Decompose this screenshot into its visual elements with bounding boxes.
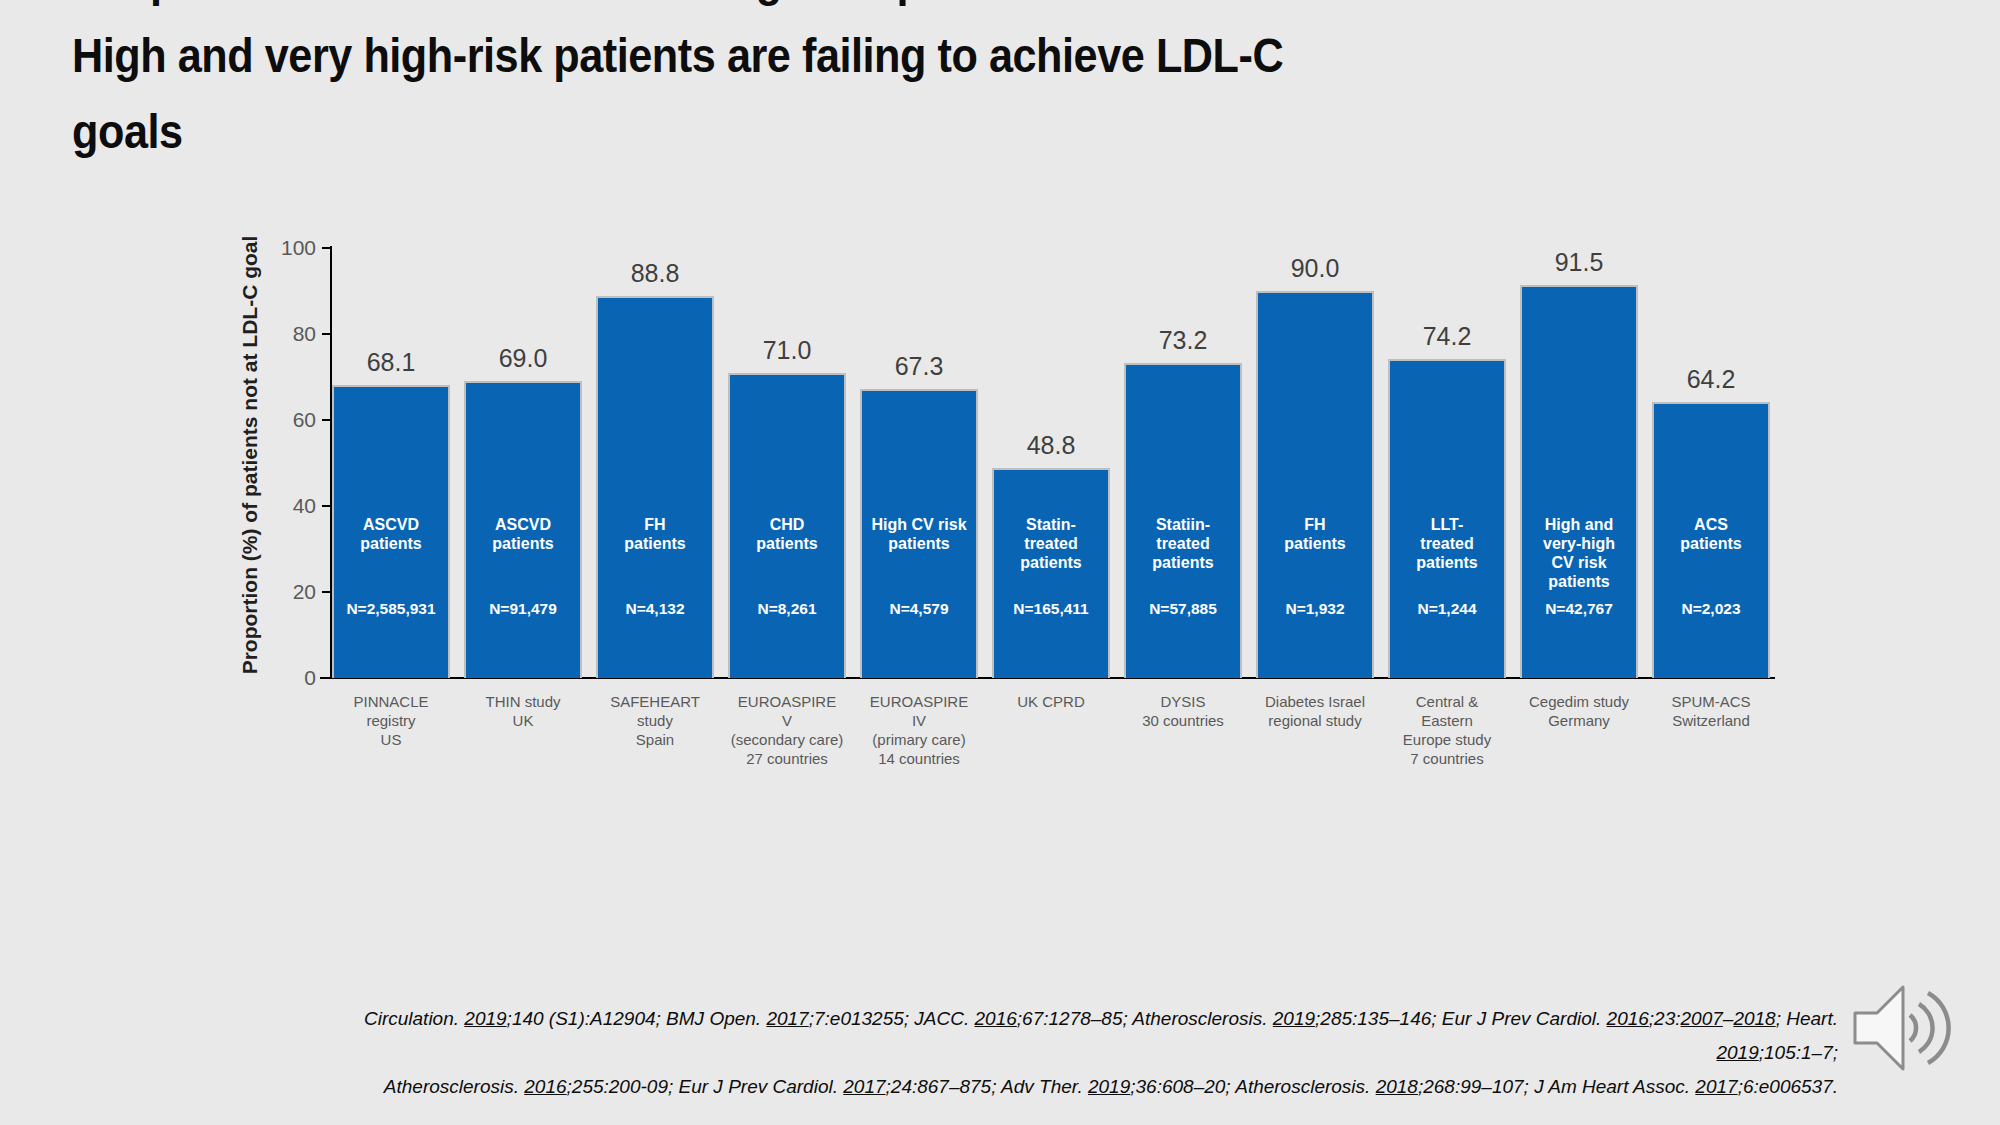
bar-chart: 68.1 ASCVD patients N=2,585,931 PINNACLE…	[332, 248, 1770, 678]
bar-n-label: N=42,767	[1514, 600, 1644, 618]
bar-column-safeheart: 88.8 FH patients N=4,132 SAFEHEART study…	[596, 248, 714, 678]
bar-group-label: High and very-high CV risk patients	[1516, 515, 1642, 591]
bar-value-label: 91.5	[1520, 248, 1638, 276]
bar-value-label: 64.2	[1652, 365, 1770, 393]
x-axis-category-label: THIN study UK	[452, 692, 594, 730]
bar	[992, 468, 1110, 678]
bar-value-label: 74.2	[1388, 322, 1506, 350]
y-tick-label: 100	[256, 237, 316, 258]
bar-column-uk-cprd: 48.8 Statin- treated patients N=165,411 …	[992, 248, 1110, 678]
bar-group-label: ASCVD patients	[460, 515, 586, 553]
bar-n-label: N=4,579	[854, 600, 984, 618]
bar-column-euroaspire-iv: 67.3 High CV risk patients N=4,579 EUROA…	[860, 248, 978, 678]
x-axis-category-label: UK CPRD	[980, 692, 1122, 711]
bar-column-central-eastern-europe: 74.2 LLT- treated patients N=1,244 Centr…	[1388, 248, 1506, 678]
bar-value-label: 48.8	[992, 431, 1110, 459]
bar-value-label: 88.8	[596, 259, 714, 287]
x-axis-category-label: Central & Eastern Europe study 7 countri…	[1376, 692, 1518, 768]
bar-group-label: CHD patients	[724, 515, 850, 553]
y-tick	[322, 333, 331, 335]
citation-line: Circulation. 2019;140 (S1):A12904; BMJ O…	[218, 1005, 1838, 1032]
x-axis-category-label: DYSIS 30 countries	[1112, 692, 1254, 730]
x-axis-category-label: EUROASPIRE V (secondary care) 27 countri…	[716, 692, 858, 768]
y-tick	[322, 505, 331, 507]
x-axis-category-label: Cegedim study Germany	[1508, 692, 1650, 730]
x-axis-category-label: PINNACLE registry US	[320, 692, 462, 749]
bar-n-label: N=4,132	[590, 600, 720, 618]
x-axis-category-label: EUROASPIRE IV (primary care) 14 countrie…	[848, 692, 990, 768]
bar-group-label: FH patients	[1252, 515, 1378, 553]
bar-group-label: LLT- treated patients	[1384, 515, 1510, 572]
bar-column-diabetes-israel: 90.0 FH patients N=1,932 Diabetes Israel…	[1256, 248, 1374, 678]
x-axis-category-label: SPUM-ACS Switzerland	[1640, 692, 1782, 730]
bar-n-label: N=1,932	[1250, 600, 1380, 618]
bar-n-label: N=165,411	[986, 600, 1116, 618]
y-tick-label: 80	[256, 323, 316, 344]
y-tick-label: 20	[256, 581, 316, 602]
bar-column-thin: 69.0 ASCVD patients N=91,479 THIN study …	[464, 248, 582, 678]
y-tick	[322, 677, 331, 679]
bar-column-euroaspire-v: 71.0 CHD patients N=8,261 EUROASPIRE V (…	[728, 248, 846, 678]
bar-n-label: N=2,585,931	[326, 600, 456, 618]
y-tick	[322, 247, 331, 249]
bar	[1520, 285, 1638, 678]
y-tick	[322, 419, 331, 421]
bar-group-label: High CV risk patients	[856, 515, 982, 553]
citation-line: 2019;105:1–7;	[218, 1039, 1838, 1066]
audio-speaker-icon[interactable]	[1843, 973, 1951, 1085]
bar-value-label: 73.2	[1124, 326, 1242, 354]
bar-n-label: N=91,479	[458, 600, 588, 618]
bar-group-label: FH patients	[592, 515, 718, 553]
x-axis-category-label: Diabetes Israel regional study	[1244, 692, 1386, 730]
slide-title: Despite efficacious LDL-C lowering thera…	[72, 0, 1692, 170]
slide: Despite efficacious LDL-C lowering thera…	[0, 0, 2000, 1125]
bar-value-label: 69.0	[464, 344, 582, 372]
bar-value-label: 90.0	[1256, 254, 1374, 282]
y-tick-label: 0	[256, 667, 316, 688]
y-tick	[322, 591, 331, 593]
bar-value-label: 68.1	[332, 348, 450, 376]
bar-n-label: N=57,885	[1118, 600, 1248, 618]
citation-line: Atherosclerosis. 2016;255:200-09; Eur J …	[218, 1073, 1838, 1100]
y-tick-label: 60	[256, 409, 316, 430]
x-axis-category-label: SAFEHEART study Spain	[584, 692, 726, 749]
bar-column-dysis: 73.2 Statiin- treated patients N=57,885 …	[1124, 248, 1242, 678]
bar-column-spum-acs: 64.2 ACS patients N=2,023 SPUM-ACS Switz…	[1652, 248, 1770, 678]
bar-group-label: ASCVD patients	[328, 515, 454, 553]
bar-n-label: N=2,023	[1646, 600, 1776, 618]
bar	[596, 296, 714, 678]
y-tick-label: 40	[256, 495, 316, 516]
bar-column-cegedim: 91.5 High and very-high CV risk patients…	[1520, 248, 1638, 678]
bar-group-label: ACS patients	[1648, 515, 1774, 553]
y-axis-label: Proportion (%) of patients not at LDL-C …	[238, 236, 262, 675]
bar-group-label: Statin- treated patients	[988, 515, 1114, 572]
citation-block: Circulation. 2019;140 (S1):A12904; BMJ O…	[218, 1005, 1838, 1107]
bar-n-label: N=8,261	[722, 600, 852, 618]
bar-group-label: Statiin- treated patients	[1120, 515, 1246, 572]
bar	[1256, 291, 1374, 678]
bar-column-pinnacle: 68.1 ASCVD patients N=2,585,931 PINNACLE…	[332, 248, 450, 678]
bar-value-label: 67.3	[860, 352, 978, 380]
bar-value-label: 71.0	[728, 336, 846, 364]
bar-n-label: N=1,244	[1382, 600, 1512, 618]
